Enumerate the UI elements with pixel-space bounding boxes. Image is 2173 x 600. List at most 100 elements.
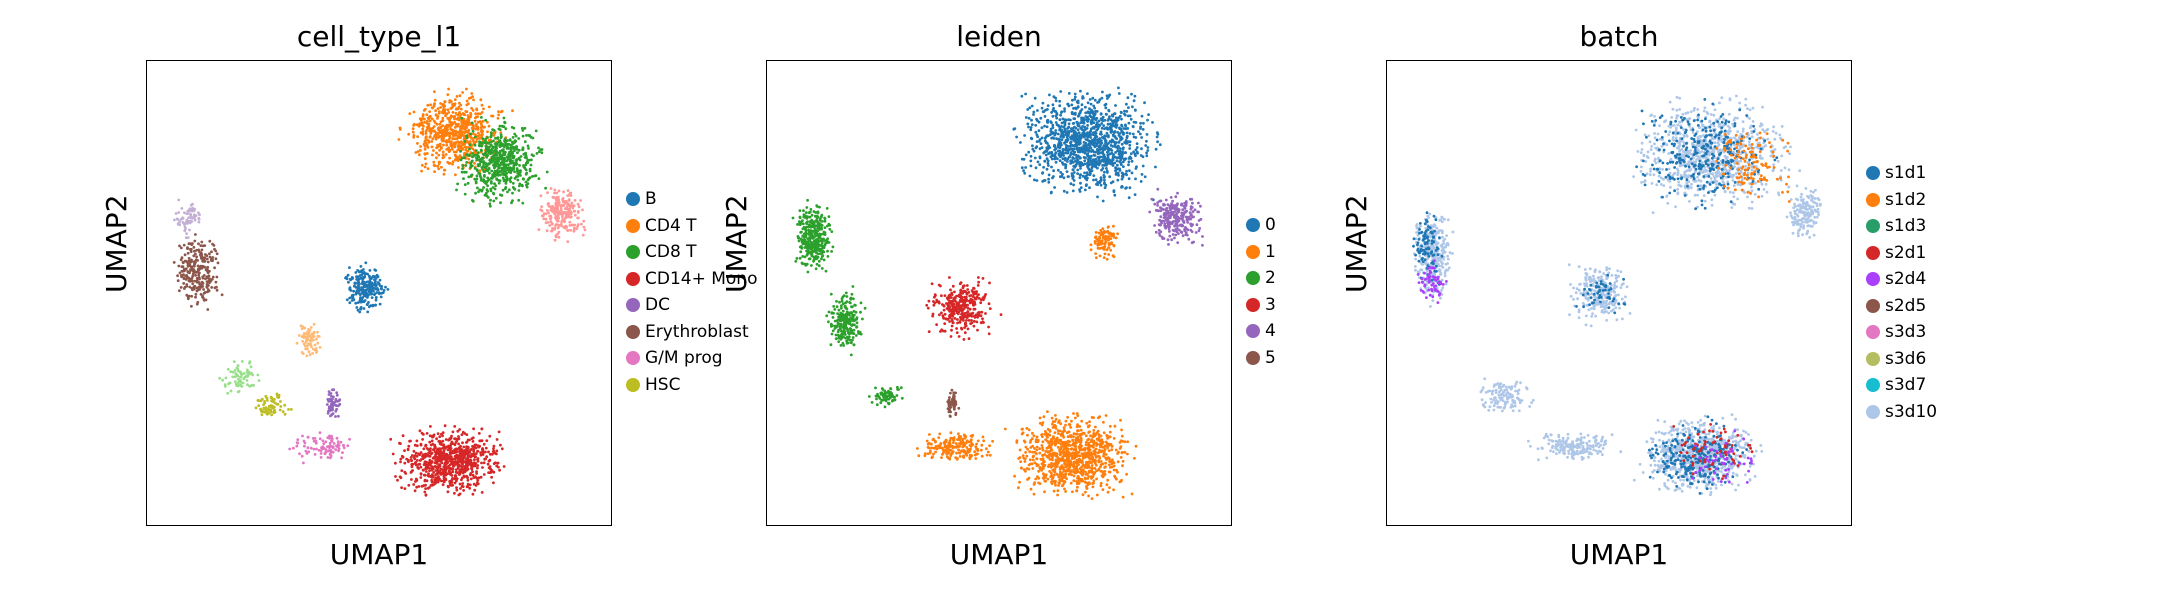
scatter-point [545,229,549,233]
scatter-point [540,148,544,151]
scatter-point [452,150,456,154]
scatter-point [466,181,470,185]
scatter-point [378,302,382,306]
scatter-point [492,134,496,137]
scatter-point [476,466,479,470]
scatter-point [547,202,550,205]
scatter-point [451,430,455,434]
scatter-point [454,470,458,474]
scatter-point [330,406,334,410]
scatter-point [330,437,334,441]
scatter-point [350,296,353,299]
scatter-point [173,218,176,222]
scatter-point [417,485,421,488]
scatter-point [462,113,465,116]
scatter-point [304,449,308,453]
scatter-point [566,240,570,244]
scatter-point [190,265,194,269]
scatter-point [511,181,515,185]
scatter-point [487,167,491,171]
scatter-point [470,121,474,125]
scatter-point [483,140,487,144]
scatter-point [334,415,337,418]
scatter-point [472,427,475,431]
scatter-point [226,391,230,395]
scatter-point [309,326,313,329]
scatter-point [232,360,236,363]
scatter-point [473,143,477,147]
scatter-point [481,137,485,141]
scatter-point [567,199,571,202]
scatter-point [187,294,191,298]
scatter-point [185,232,188,236]
scatter-point [192,254,196,258]
scatter-point [442,474,446,478]
scatter-point [553,188,557,192]
scatter-point [456,159,460,163]
scatter-point [477,432,481,435]
scatter-point [346,444,350,448]
scatter-point [473,445,476,449]
scatter-point [422,473,426,477]
scatter-point [201,281,205,285]
scatter-point [308,334,312,338]
scatter-point [502,162,506,166]
scatter-point [446,147,449,151]
scatter-point [311,347,315,351]
scatter-point [269,395,273,399]
scatter-point [247,372,250,376]
scatter-point [265,396,269,400]
scatter-point [557,202,561,206]
scatter-point [198,271,201,275]
scatter-point [474,180,478,184]
scatter-point [368,281,372,285]
scatter-point [479,148,483,152]
scatter-point [488,171,491,175]
scatter-point [498,179,502,183]
scatter-point [455,488,459,492]
scatter-point [436,132,440,136]
scatter-point [310,332,314,336]
scatter-point [444,153,448,156]
scatter-point [341,451,344,454]
scatter-point [327,390,331,393]
scatter-point [550,222,554,226]
scatter-point [462,177,465,180]
scatter-point [454,132,458,135]
scatter-point [428,466,431,470]
scatter-point [490,148,494,152]
scatter-point [334,409,338,413]
scatter-point [480,448,484,451]
scatter-point [174,212,178,215]
scatter-point [441,156,445,160]
scatter-point [312,335,316,338]
scatter-point [573,213,577,217]
scatter-point [327,449,330,452]
scatter-point [187,257,191,260]
scatter-point [245,379,249,382]
scatter-point [446,93,450,96]
legend-label: CD4 T [645,215,697,236]
scatter-point [549,187,553,190]
scatter-point [191,282,195,285]
scatter-point [504,186,508,189]
scatter-point [413,462,417,465]
scatter-point [474,135,477,139]
scatter-point [362,290,366,294]
scatter-point [411,462,415,466]
scatter-point [565,205,569,208]
scatter-point [213,266,216,270]
scatter-point [431,153,434,157]
scatter-point [411,127,415,131]
scatter-point [433,102,436,105]
scatter-point [246,375,249,378]
scatter-point [581,208,584,212]
scatter-point [254,406,258,410]
scatter-point [218,376,222,380]
scatter-point [471,473,475,477]
scatter-point [489,135,493,139]
legend-marker [626,271,640,286]
scatter-point [504,163,508,167]
scatter-point [332,442,336,445]
scatter-point [476,186,479,190]
